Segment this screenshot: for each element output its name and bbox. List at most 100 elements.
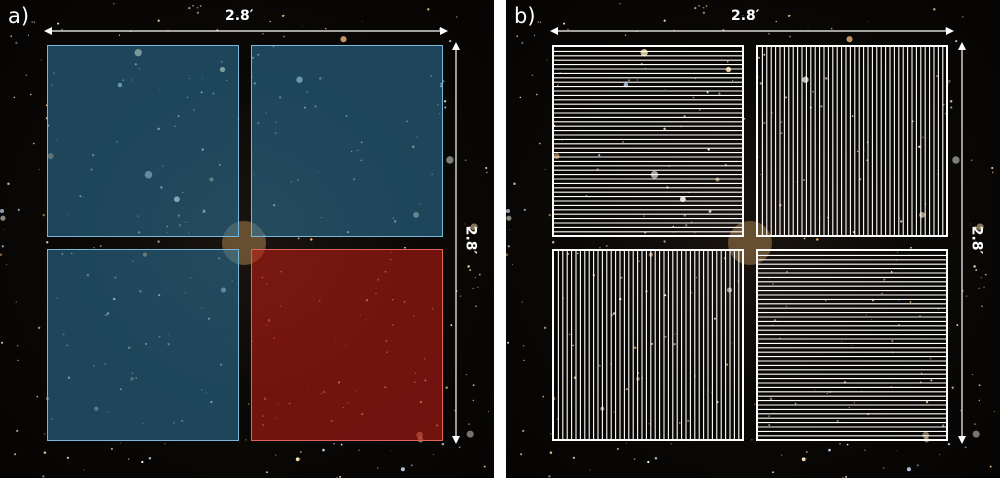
star (400, 467, 405, 472)
star (820, 105, 823, 108)
star (970, 159, 973, 162)
star (942, 103, 945, 106)
star (589, 469, 591, 471)
star (624, 34, 627, 36)
star (196, 11, 200, 14)
star (836, 420, 839, 422)
star (867, 20, 869, 22)
star (324, 27, 327, 30)
star (684, 224, 688, 227)
star (127, 458, 130, 460)
star (283, 14, 285, 16)
star (673, 343, 676, 346)
star (785, 96, 788, 99)
star (464, 159, 467, 162)
star (472, 287, 474, 290)
star (17, 359, 19, 362)
star (148, 457, 152, 460)
star (622, 141, 624, 143)
height-label-a: 2.8′ (462, 225, 479, 255)
star (909, 301, 912, 303)
star (167, 29, 169, 31)
star (556, 84, 559, 87)
star (477, 286, 479, 289)
star (683, 214, 686, 217)
star (44, 433, 46, 435)
star (921, 372, 923, 374)
star (506, 208, 511, 214)
star (340, 443, 343, 446)
star (670, 443, 672, 445)
star (769, 397, 773, 401)
star (83, 469, 85, 471)
star (922, 136, 924, 138)
star (922, 431, 930, 439)
star (113, 2, 115, 5)
star (663, 127, 666, 131)
star (466, 430, 474, 438)
star (509, 229, 511, 231)
star (449, 39, 452, 43)
star (519, 96, 522, 99)
star (825, 77, 828, 80)
star (707, 148, 710, 151)
star (695, 375, 697, 377)
star (896, 450, 898, 452)
star (487, 411, 489, 413)
star (531, 74, 534, 77)
star (955, 39, 958, 43)
star (6, 264, 8, 266)
star (754, 403, 756, 405)
star (450, 324, 453, 327)
star (7, 182, 10, 186)
star (978, 399, 980, 402)
star (598, 154, 601, 157)
star (506, 215, 512, 221)
star (537, 21, 540, 23)
star (651, 342, 654, 345)
star (57, 22, 60, 25)
star (266, 471, 268, 474)
star (664, 294, 667, 297)
star (483, 465, 486, 468)
star (15, 301, 17, 303)
star (13, 453, 17, 456)
star (25, 74, 28, 77)
star (236, 14, 238, 16)
star (851, 345, 853, 347)
star (664, 335, 667, 338)
star (807, 26, 809, 27)
star (427, 8, 430, 11)
star (839, 443, 841, 445)
quadrant-a-top-right (251, 45, 443, 237)
star (464, 223, 466, 225)
star (956, 324, 959, 327)
star (192, 5, 194, 7)
star (43, 451, 47, 454)
star (441, 442, 445, 446)
star (625, 442, 627, 444)
star (768, 415, 770, 417)
star (472, 399, 474, 402)
star (945, 28, 947, 30)
star (535, 93, 538, 96)
panel-a: a) 2.8′ 2.8′ (0, 0, 494, 478)
star (404, 246, 406, 249)
star (521, 41, 524, 44)
star (513, 182, 516, 186)
slit-quadrant-b-bottom-right (756, 249, 948, 441)
star (794, 402, 797, 405)
star (390, 450, 392, 452)
star (572, 456, 575, 459)
star (972, 430, 980, 438)
star (164, 443, 166, 445)
star (485, 166, 488, 170)
star (27, 34, 30, 36)
star (789, 35, 791, 38)
star (543, 326, 547, 330)
star (130, 31, 132, 33)
star (31, 21, 34, 23)
star (522, 344, 525, 347)
slit-quadrant-b-top-left (552, 45, 744, 237)
star (361, 20, 363, 22)
